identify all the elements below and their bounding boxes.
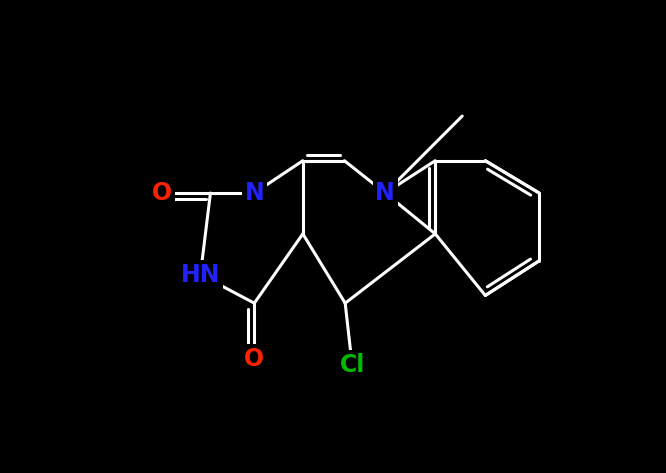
Text: O: O — [152, 181, 172, 205]
Text: Cl: Cl — [340, 353, 365, 377]
Text: N: N — [244, 181, 264, 205]
Text: N: N — [376, 181, 395, 205]
Text: HN: HN — [180, 263, 220, 287]
Text: O: O — [244, 347, 264, 371]
